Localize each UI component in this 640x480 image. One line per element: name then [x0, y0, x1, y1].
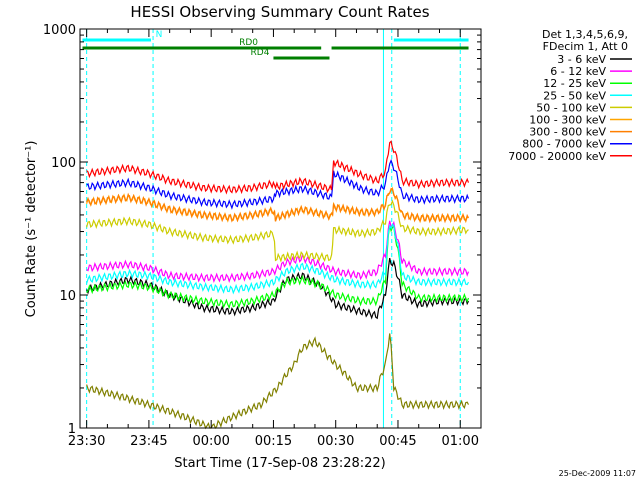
- legend-entry-label: 25 - 50 keV: [543, 89, 606, 102]
- x-tick-label: 01:00: [442, 434, 479, 449]
- y-tick-label: 10: [59, 289, 76, 304]
- plot-timestamp: 25-Dec-2009 11:07: [559, 469, 636, 478]
- y-tick-label: 1000: [43, 23, 76, 38]
- x-tick-label: 00:00: [192, 434, 229, 449]
- legend: Det 1,3,4,5,6,9,FDecim 1, Att 03 - 6 keV…: [508, 28, 632, 163]
- axis-ticks: 23:30 23:45 00:00 00:15 00:30 00:45 01:00 1 10 10…: [43, 23, 482, 449]
- legend-header-line: Det 1,3,4,5,6,9,: [542, 28, 628, 41]
- x-tick-label: 23:45: [130, 434, 167, 449]
- flag-label: RD4: [251, 48, 270, 58]
- x-tick-label: 23:30: [68, 434, 105, 449]
- x-axis-label: Start Time (17-Sep-08 23:28:22): [174, 456, 385, 471]
- legend-entry-label: 6 - 12 keV: [550, 65, 606, 78]
- y-tick-label: 1: [68, 422, 76, 437]
- legend-header-line: FDecim 1, Att 0: [543, 40, 628, 53]
- y-tick-label: 100: [51, 156, 76, 171]
- series-line: [86, 187, 470, 224]
- y-axis-label: Count Rate (s⁻¹ detector⁻¹): [24, 141, 39, 318]
- series-line: [86, 333, 470, 430]
- plot-frame: [79, 28, 482, 429]
- legend-entry-label: 300 - 800 keV: [529, 126, 606, 139]
- series-line: [86, 225, 470, 310]
- legend-entry-label: 3 - 6 keV: [557, 53, 606, 66]
- legend-entry-label: 12 - 25 keV: [543, 77, 606, 90]
- series-lines: [86, 140, 470, 430]
- x-tick-label: 00:30: [317, 434, 354, 449]
- flag-label: N: [156, 30, 163, 40]
- series-line: [86, 220, 470, 284]
- series-line: [86, 223, 470, 295]
- x-tick-label: 00:45: [379, 434, 416, 449]
- series-line: [86, 199, 469, 263]
- series-line: [86, 140, 470, 195]
- legend-entry-label: 7000 - 20000 keV: [508, 150, 606, 163]
- flag-label: RD0: [239, 38, 258, 48]
- chart-title: HESSI Observing Summary Count Rates: [130, 3, 429, 21]
- series-line: [86, 158, 470, 210]
- x-tick-label: 00:15: [255, 434, 292, 449]
- legend-entry-label: 100 - 300 keV: [529, 114, 606, 127]
- legend-entry-label: 50 - 100 keV: [536, 101, 606, 114]
- legend-entry-label: 800 - 7000 keV: [522, 138, 606, 151]
